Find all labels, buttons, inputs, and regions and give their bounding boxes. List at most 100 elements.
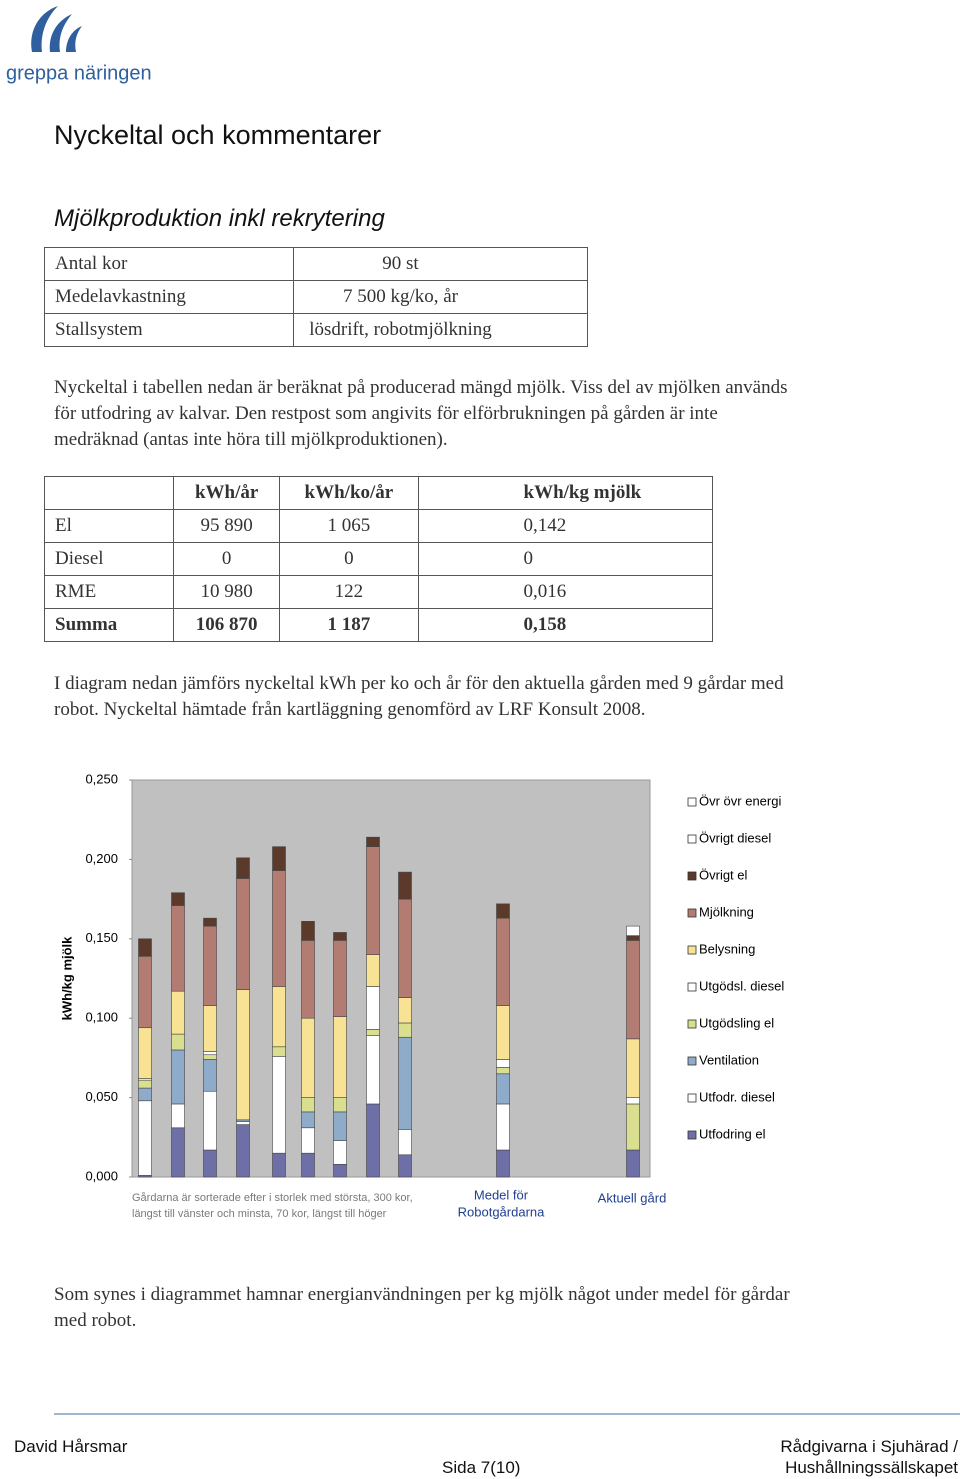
text-line: medräknad (antas inte höra till mjölkpro… bbox=[54, 429, 448, 450]
bar-segment bbox=[171, 990, 185, 1035]
table-cell: 95 890 bbox=[172, 509, 281, 543]
legend-label: Övrigt diesel bbox=[699, 830, 771, 845]
bar-segment bbox=[171, 1127, 185, 1178]
bar-segment bbox=[301, 1127, 315, 1154]
bar-segment bbox=[626, 940, 640, 1040]
bar-segment bbox=[272, 1152, 286, 1178]
footer-rule bbox=[54, 1413, 960, 1415]
bar-segment bbox=[301, 1111, 315, 1129]
text-line: robot. Nyckeltal hämtade från kartläggni… bbox=[54, 699, 646, 720]
bar-segment bbox=[626, 1038, 640, 1098]
footer-org: Rådgivarna i Sjuhärad / bbox=[780, 1437, 958, 1456]
bar-segment bbox=[398, 997, 412, 1024]
bar-segment bbox=[272, 1056, 286, 1154]
table-header-cell: kWh/kg mjölk bbox=[417, 476, 713, 510]
footer-author: David Hårsmar bbox=[14, 1437, 128, 1456]
bar-segment bbox=[398, 1022, 412, 1038]
bar-segment bbox=[333, 1016, 347, 1098]
bar-segment bbox=[171, 1033, 185, 1051]
table-cell: Medelavkastning bbox=[44, 280, 294, 314]
energy-table: kWh/år kWh/ko/år kWh/kg mjölk El 95 890 1 065… bbox=[44, 476, 713, 642]
annotation: Aktuell gård bbox=[598, 1190, 667, 1205]
table-row: Diesel 0 0 0 bbox=[44, 542, 713, 576]
y-tick-label: 0,250 bbox=[85, 771, 118, 786]
bar-segment bbox=[203, 925, 217, 1006]
legend-swatch bbox=[687, 1130, 697, 1140]
legend-swatch bbox=[687, 1093, 697, 1103]
bar-segment bbox=[301, 921, 315, 941]
bar-segment bbox=[366, 846, 380, 955]
title: Nyckeltal och kommentarer bbox=[54, 120, 382, 150]
annotation: Gårdarna är sorterade efter i storlek me… bbox=[132, 1192, 413, 1204]
table-cell bbox=[44, 476, 174, 510]
farm-table: Antal kor 90 st Medelavkastning 7 500 kg/ko… bbox=[44, 247, 588, 347]
text-line: Nyckeltal i tabellen nedan är beräknat p… bbox=[54, 377, 788, 398]
bar-segment bbox=[236, 857, 250, 879]
plot-area bbox=[131, 779, 651, 1178]
legend-label: Mjölkning bbox=[699, 904, 754, 919]
subtitle: Mjölkproduktion inkl rekrytering bbox=[54, 205, 385, 232]
table-header-cell: kWh/ko/år bbox=[279, 476, 419, 510]
legend-swatch bbox=[687, 834, 697, 844]
legend-swatch bbox=[687, 945, 697, 955]
table-row: RME 10 980 122 0,016 bbox=[44, 575, 713, 609]
legend-label: Utgödsl. diesel bbox=[699, 978, 784, 993]
bar-segment bbox=[333, 1140, 347, 1165]
text-line: för utfodring av kalvar. Den restpost so… bbox=[54, 403, 718, 424]
table-cell: 0,142 bbox=[417, 509, 713, 543]
bar-segment bbox=[626, 935, 640, 941]
table-row: El 95 890 1 065 0,142 bbox=[44, 509, 713, 543]
annotation: längst till vänster och minsta, 70 kor, … bbox=[132, 1208, 387, 1220]
bar-segment bbox=[301, 1152, 315, 1178]
bar-segment bbox=[366, 1035, 380, 1105]
table-row: Antal kor 90 st bbox=[44, 247, 588, 281]
legend-label: Belysning bbox=[699, 941, 755, 956]
bar-segment bbox=[272, 870, 286, 987]
legend-label: Ventilation bbox=[699, 1052, 759, 1067]
bar-segment bbox=[496, 1149, 510, 1178]
bar-segment bbox=[272, 1046, 286, 1057]
legend-swatch bbox=[687, 1019, 697, 1029]
table-cell: 0 bbox=[417, 542, 713, 576]
legend-swatch bbox=[687, 908, 697, 918]
legend-swatch bbox=[687, 871, 697, 881]
text-line: Som synes i diagrammet hamnar energianvä… bbox=[54, 1284, 790, 1305]
bar-segment bbox=[301, 940, 315, 1019]
table-header-row: kWh/år kWh/ko/år kWh/kg mjölk bbox=[44, 476, 713, 510]
text-line: med robot. bbox=[54, 1310, 137, 1331]
table-cell: lösdrift, robotmjölkning bbox=[293, 313, 588, 347]
bar-segment bbox=[236, 989, 250, 1121]
y-tick-label: 0,050 bbox=[85, 1089, 118, 1104]
bar-segment bbox=[171, 892, 185, 906]
table-cell: 10 980 bbox=[172, 575, 281, 609]
legend-swatch bbox=[687, 797, 697, 807]
legend-label: Övrigt el bbox=[699, 867, 748, 882]
bar-segment bbox=[272, 846, 286, 871]
paragraph: Som synes i diagrammet hamnar energianvä… bbox=[54, 1282, 914, 1334]
bar-segment bbox=[626, 1149, 640, 1178]
bar-segment bbox=[398, 1129, 412, 1156]
y-tick-label: 0,200 bbox=[85, 851, 118, 866]
table-cell: 106 870 bbox=[172, 608, 281, 642]
bar-segment bbox=[398, 898, 412, 998]
y-tick-label: 0,100 bbox=[85, 1010, 118, 1025]
bar-segment bbox=[138, 1100, 152, 1176]
bar-segment bbox=[171, 1103, 185, 1129]
bar-segment bbox=[272, 986, 286, 1048]
table-cell: Diesel bbox=[44, 542, 174, 576]
bar-segment bbox=[496, 1059, 510, 1068]
logo-text: greppa näringen bbox=[6, 62, 152, 84]
bar-segment bbox=[496, 1005, 510, 1060]
bar-segment bbox=[203, 1059, 217, 1092]
bar-segment bbox=[333, 1097, 347, 1113]
table-cell: 0 bbox=[172, 542, 281, 576]
bar-segment bbox=[203, 917, 217, 927]
bar-segment bbox=[171, 905, 185, 992]
table-row: Medelavkastning 7 500 kg/ko, år bbox=[44, 280, 588, 314]
paragraph: Nyckeltal i tabellen nedan är beräknat p… bbox=[54, 375, 914, 453]
bar-segment bbox=[496, 1067, 510, 1075]
legend-swatch bbox=[687, 982, 697, 992]
bar-segment bbox=[138, 1027, 152, 1079]
bar-segment bbox=[366, 836, 380, 847]
bar-segment bbox=[398, 871, 412, 900]
